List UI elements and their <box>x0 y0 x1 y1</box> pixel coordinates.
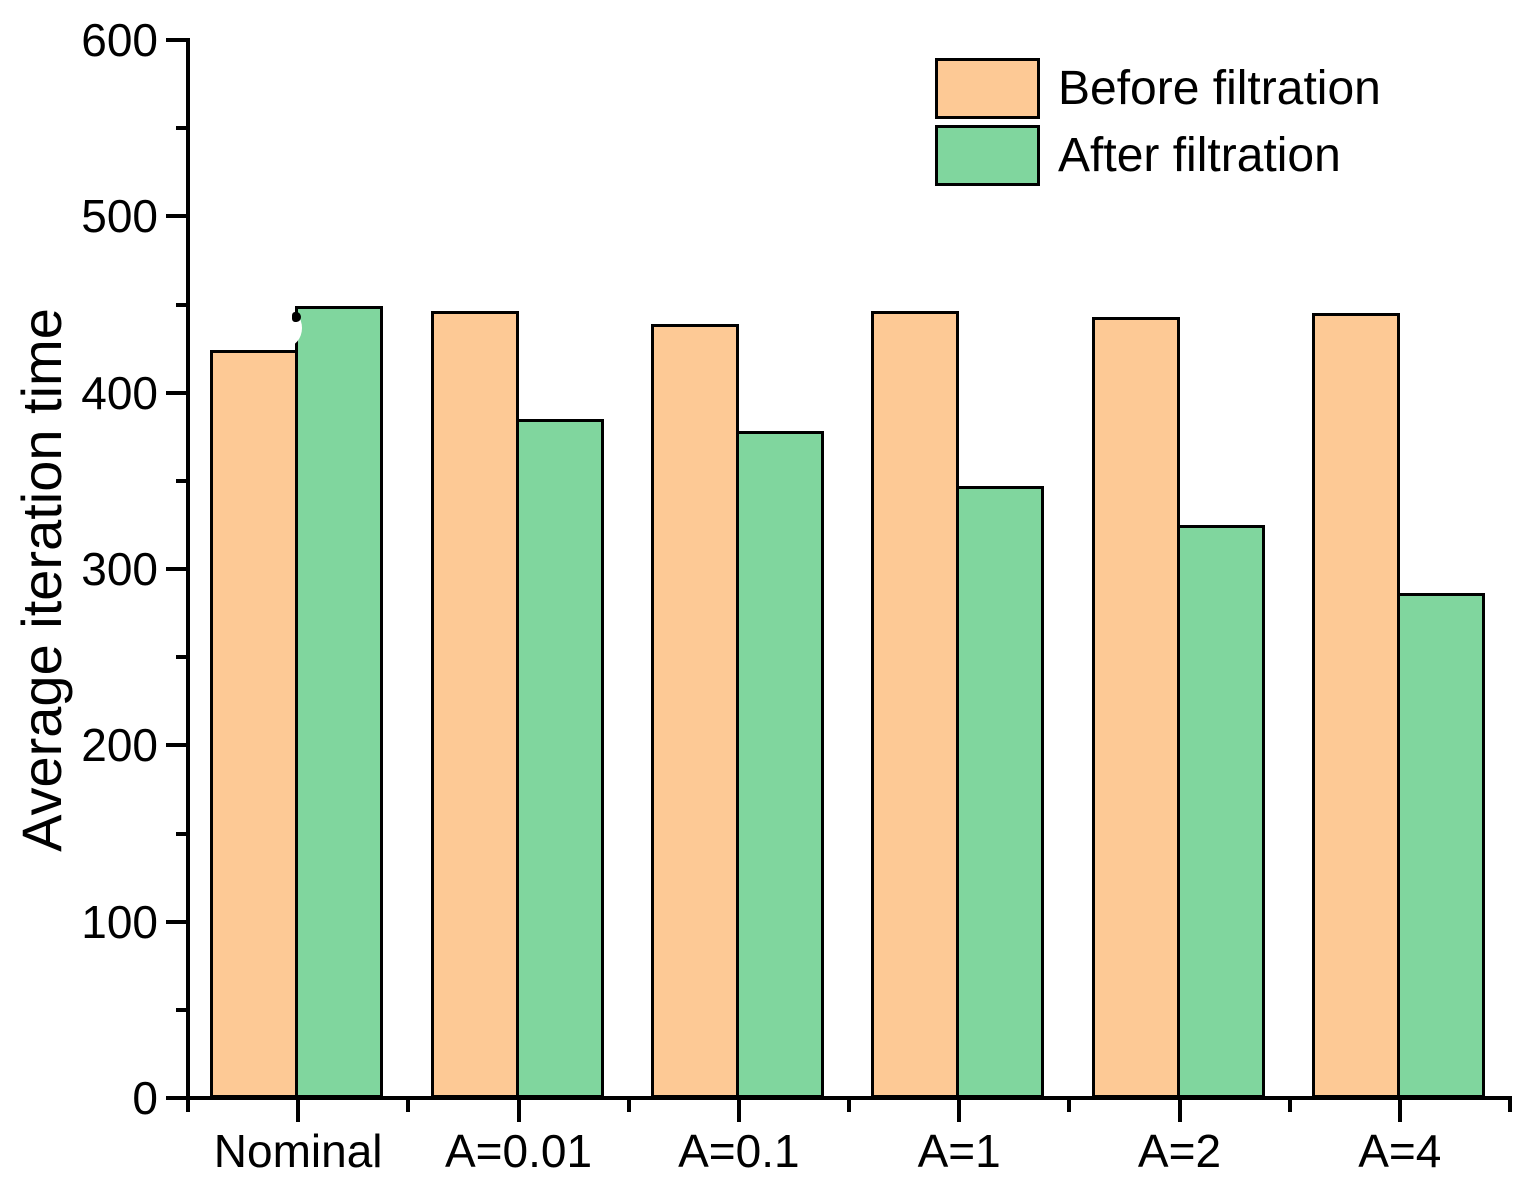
x-minor-tick <box>1067 1100 1072 1112</box>
x-axis-line <box>186 1096 1512 1100</box>
y-minor-tick <box>176 478 188 483</box>
legend: Before filtration After filtration <box>935 58 1381 186</box>
bar-before-filtration-a-4 <box>1311 313 1400 1098</box>
x-tick-label-a-2: A=2 <box>1137 1125 1222 1177</box>
y-minor-tick <box>176 126 188 131</box>
x-major-tick <box>957 1100 962 1122</box>
x-tick-label-nominal: Nominal <box>213 1125 383 1177</box>
bar-before-filtration-nominal <box>210 350 299 1098</box>
x-minor-tick <box>1287 1100 1292 1112</box>
y-tick-label: 100 <box>81 895 158 948</box>
x-tick-label-a-0-1: A=0.1 <box>678 1125 800 1177</box>
y-major-tick <box>166 743 188 748</box>
black-speck-artifact <box>292 312 301 322</box>
legend-item-after-filtration: After filtration <box>935 125 1381 186</box>
x-minor-tick <box>847 1100 851 1112</box>
y-axis-line <box>186 38 190 1100</box>
y-minor-tick <box>176 1007 188 1012</box>
bar-before-filtration-a-2 <box>1091 316 1180 1098</box>
bar-after-filtration-nominal <box>295 306 384 1098</box>
x-tick-label-a-1: A=1 <box>917 1125 1001 1177</box>
y-minor-tick <box>176 655 188 660</box>
x-minor-tick <box>1508 1100 1512 1112</box>
y-minor-tick <box>176 831 188 836</box>
y-major-tick <box>166 38 188 42</box>
bar-before-filtration-a-1 <box>871 311 960 1098</box>
y-tick-label: 0 <box>132 1072 158 1124</box>
legend-label-after-filtration: After filtration <box>1058 128 1341 182</box>
y-tick-label: 500 <box>81 190 158 243</box>
x-minor-tick <box>406 1100 411 1112</box>
y-major-tick <box>166 390 188 395</box>
x-major-tick <box>516 1100 521 1122</box>
x-major-tick <box>296 1100 301 1122</box>
bar-before-filtration-a-0-1 <box>650 323 739 1098</box>
x-major-tick <box>1177 1100 1182 1122</box>
bar-before-filtration-a-0-01 <box>430 311 519 1098</box>
bar-after-filtration-a-1 <box>956 485 1045 1098</box>
x-minor-tick <box>626 1100 631 1112</box>
y-tick-label: 400 <box>81 366 158 419</box>
legend-label-before-filtration: Before filtration <box>1058 61 1381 115</box>
legend-swatch-after-filtration <box>935 125 1040 186</box>
x-minor-tick <box>186 1100 190 1112</box>
bar-after-filtration-a-0-1 <box>735 431 824 1098</box>
y-tick-label: 300 <box>81 543 158 595</box>
y-major-tick <box>166 214 188 219</box>
x-major-tick <box>736 1100 741 1122</box>
x-major-tick <box>1397 1100 1402 1122</box>
bar-after-filtration-a-2 <box>1176 524 1265 1098</box>
y-major-tick <box>166 567 188 571</box>
x-tick-label-a-4: A=4 <box>1358 1125 1442 1177</box>
bar-after-filtration-a-4 <box>1396 593 1485 1098</box>
y-tick-label: 200 <box>81 719 158 772</box>
y-tick-label: 600 <box>81 14 158 66</box>
x-tick-label-a-0-01: A=0.01 <box>444 1125 593 1177</box>
legend-swatch-before-filtration <box>935 58 1040 119</box>
y-major-tick <box>166 919 188 924</box>
y-minor-tick <box>176 302 188 307</box>
y-major-tick <box>166 1096 188 1100</box>
bar-after-filtration-a-0-01 <box>515 418 604 1098</box>
legend-item-before-filtration: Before filtration <box>935 58 1381 119</box>
